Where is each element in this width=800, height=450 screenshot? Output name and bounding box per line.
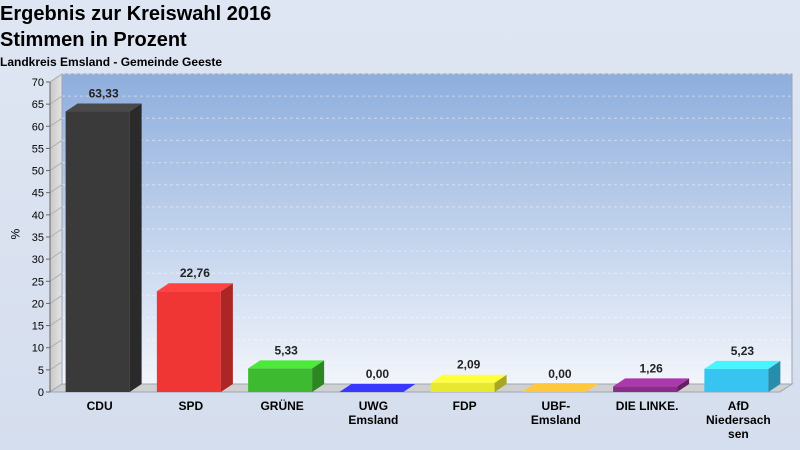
bar-value-label: 5,33: [274, 343, 298, 357]
bar-front: [248, 368, 313, 392]
bar-side: [129, 103, 142, 392]
bar-side: [312, 360, 325, 392]
x-tick-label: FDP: [453, 399, 477, 413]
chart-title: Ergebnis zur Kreiswahl 2016: [0, 3, 272, 25]
x-tick-label: GRÜNE: [260, 398, 303, 413]
x-tick-label: DIE LINKE.: [616, 399, 679, 413]
bar-top: [613, 378, 690, 387]
grid-line-side: [49, 140, 63, 149]
grid-line-side: [49, 361, 63, 371]
bar-front: [430, 382, 495, 392]
y-tick-label: 50: [32, 166, 44, 178]
bar: [339, 384, 416, 392]
bar-value-label: 0,00: [366, 367, 390, 381]
grid-line-side: [49, 95, 63, 105]
y-tick-label: 0: [38, 387, 44, 399]
bar: [156, 283, 233, 392]
grid-line-side: [49, 73, 63, 83]
bar-front: [704, 368, 769, 392]
bar-value-label: 5,23: [731, 344, 755, 358]
bar-value-label: 22,76: [180, 266, 210, 280]
y-tick-label: 65: [32, 99, 44, 111]
bar-top: [430, 374, 507, 383]
grid-line-side: [49, 228, 63, 238]
bar-side: [677, 378, 690, 392]
bar: [704, 360, 781, 392]
bar: [521, 384, 598, 392]
y-tick-label: 20: [32, 298, 44, 310]
bar: [65, 103, 142, 392]
y-tick-label: 25: [32, 276, 44, 288]
bar-front: [613, 386, 678, 392]
y-tick-label: 15: [32, 321, 44, 333]
x-tick-label: AfD Niedersach sen: [706, 399, 771, 441]
bar-top: [339, 384, 416, 392]
bar-side: [494, 374, 507, 392]
bar-side: [768, 360, 781, 392]
x-tick-label: UBF-Emsland: [531, 399, 581, 427]
y-tick-label: 45: [32, 188, 44, 200]
y-tick-label: 60: [32, 121, 44, 133]
y-tick-label: 10: [32, 343, 44, 355]
bar: [248, 360, 325, 392]
grid-line-side: [49, 206, 63, 216]
y-tick-label: 35: [32, 232, 44, 244]
grid-line-side: [49, 162, 63, 171]
x-tick-label: CDU: [87, 399, 113, 413]
bar-value-label: 0,00: [548, 367, 572, 381]
grid-line-side: [49, 295, 63, 304]
bar-value-label: 1,26: [639, 361, 663, 375]
bar-value-label: 63,33: [89, 87, 119, 101]
bar-top: [521, 384, 598, 392]
bar-value-label: 2,09: [457, 358, 481, 372]
grid-line-side: [49, 272, 63, 282]
chart-subtitle: Stimmen in Prozent: [0, 29, 187, 51]
bar-top: [156, 283, 233, 292]
grid-line-side: [49, 184, 63, 194]
y-tick-label: 55: [32, 143, 44, 155]
y-tick-label: 70: [32, 77, 44, 89]
y-tick-label: 5: [38, 365, 44, 377]
grid-line-side: [49, 117, 63, 127]
bar-top: [248, 360, 325, 369]
grid-line-side: [49, 339, 63, 349]
grid-line-side: [49, 250, 63, 260]
bar: [613, 378, 690, 392]
bar-top: [65, 103, 142, 112]
x-tick-label: UWG Emsland: [348, 399, 398, 427]
bar-front: [156, 291, 221, 392]
bar: [430, 374, 507, 392]
bar-front: [65, 111, 130, 392]
grid-line-side: [49, 317, 63, 326]
bar-top: [704, 360, 781, 369]
chart-region-subtitle: Landkreis Emsland - Gemeinde Geeste: [0, 55, 223, 69]
y-tick-label: 40: [32, 210, 44, 222]
y-tick-label: 30: [32, 254, 44, 266]
x-tick-label: SPD: [179, 399, 204, 413]
bar-side: [220, 283, 233, 392]
